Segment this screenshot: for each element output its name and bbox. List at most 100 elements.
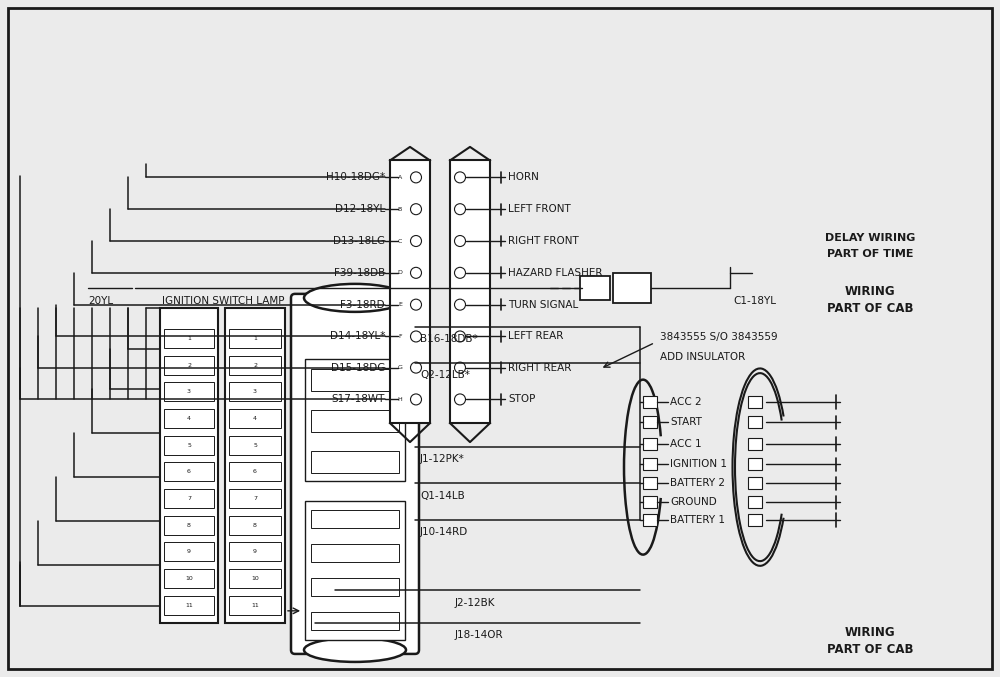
Bar	[164, 542, 214, 561]
Bar	[164, 516, 214, 535]
Bar	[164, 355, 214, 375]
Bar	[311, 410, 399, 432]
Text: S17-18WT: S17-18WT	[332, 395, 385, 404]
Circle shape	[411, 394, 422, 405]
Text: 3: 3	[187, 389, 191, 394]
Text: 9: 9	[187, 549, 191, 554]
Bar	[390, 160, 430, 423]
Text: F3-18RD: F3-18RD	[340, 300, 385, 309]
Bar	[229, 596, 281, 615]
Text: F39-18DB: F39-18DB	[334, 268, 385, 278]
Circle shape	[454, 394, 466, 405]
Bar	[450, 160, 490, 423]
Text: 3: 3	[253, 389, 257, 394]
Text: START: START	[670, 418, 702, 427]
Text: A: A	[398, 175, 402, 180]
Bar	[229, 542, 281, 561]
Bar	[164, 409, 214, 428]
Bar	[643, 477, 657, 489]
Bar	[305, 501, 405, 640]
Text: J18-14OR: J18-14OR	[455, 630, 504, 640]
Bar	[311, 451, 399, 473]
Bar	[748, 514, 762, 526]
Bar	[229, 516, 281, 535]
Bar	[311, 369, 399, 391]
Text: C: C	[398, 238, 402, 244]
Bar	[748, 496, 762, 508]
Bar	[643, 514, 657, 526]
Text: D13-18LG: D13-18LG	[333, 236, 385, 246]
Text: WIRING: WIRING	[845, 284, 895, 298]
Text: PART OF CAB: PART OF CAB	[827, 301, 913, 315]
Text: BATTERY 1: BATTERY 1	[670, 515, 725, 525]
Bar	[229, 489, 281, 508]
Text: D14-18YL*: D14-18YL*	[330, 332, 385, 341]
Text: 11: 11	[185, 603, 193, 608]
Bar	[580, 276, 610, 300]
Text: 8: 8	[187, 523, 191, 527]
Bar	[643, 396, 657, 408]
Text: 7: 7	[253, 496, 257, 501]
Text: 11: 11	[251, 603, 259, 608]
Bar	[229, 383, 281, 401]
Text: 6: 6	[187, 469, 191, 475]
Text: ADD INSULATOR: ADD INSULATOR	[660, 353, 745, 362]
Text: 7: 7	[187, 496, 191, 501]
Text: 4: 4	[253, 416, 257, 421]
Circle shape	[454, 299, 466, 310]
Ellipse shape	[304, 284, 406, 312]
Circle shape	[411, 267, 422, 278]
Bar	[748, 458, 762, 471]
Text: 4: 4	[187, 416, 191, 421]
Text: D: D	[398, 270, 402, 276]
Text: BATTERY 2: BATTERY 2	[670, 479, 725, 488]
Text: D12-18YL: D12-18YL	[335, 204, 385, 214]
Text: 3843555 S/O 3843559: 3843555 S/O 3843559	[660, 332, 778, 342]
Text: GROUND: GROUND	[670, 498, 717, 507]
Text: C1-18YL: C1-18YL	[733, 297, 776, 306]
Text: F: F	[398, 334, 402, 339]
Text: J1-12PK*: J1-12PK*	[420, 454, 465, 464]
Text: 1: 1	[187, 336, 191, 341]
Text: B16-18DB*: B16-18DB*	[420, 334, 478, 344]
Text: PART OF TIME: PART OF TIME	[827, 249, 913, 259]
Bar	[311, 510, 399, 528]
Text: RIGHT REAR: RIGHT REAR	[508, 363, 571, 372]
Text: 10: 10	[251, 576, 259, 581]
Circle shape	[411, 204, 422, 215]
Circle shape	[411, 362, 422, 373]
Circle shape	[411, 236, 422, 246]
Bar	[229, 462, 281, 481]
Text: DELAY WIRING: DELAY WIRING	[825, 234, 915, 243]
Text: HORN: HORN	[508, 173, 539, 182]
Text: J2-12BK: J2-12BK	[455, 598, 496, 607]
Text: STOP: STOP	[508, 395, 535, 404]
Bar	[229, 435, 281, 455]
Text: IGNITION SWITCH LAMP: IGNITION SWITCH LAMP	[162, 297, 285, 306]
Text: TURN SIGNAL: TURN SIGNAL	[508, 300, 578, 309]
Text: 9: 9	[253, 549, 257, 554]
Bar	[164, 569, 214, 588]
Circle shape	[454, 362, 466, 373]
Circle shape	[454, 204, 466, 215]
Bar	[164, 462, 214, 481]
Text: 6: 6	[253, 469, 257, 475]
Bar	[311, 544, 399, 562]
Bar	[229, 409, 281, 428]
Circle shape	[454, 267, 466, 278]
Text: 20YL: 20YL	[88, 297, 113, 306]
Text: 5: 5	[187, 443, 191, 447]
Circle shape	[411, 299, 422, 310]
Bar	[225, 308, 285, 623]
Text: IGNITION 1: IGNITION 1	[670, 460, 727, 469]
Circle shape	[411, 172, 422, 183]
Bar	[164, 383, 214, 401]
Bar	[164, 329, 214, 348]
Circle shape	[454, 172, 466, 183]
Text: 2: 2	[187, 363, 191, 368]
Text: 5: 5	[253, 443, 257, 447]
Bar	[164, 489, 214, 508]
Text: LEFT REAR: LEFT REAR	[508, 332, 563, 341]
FancyBboxPatch shape	[291, 294, 419, 654]
Text: H: H	[398, 397, 402, 402]
